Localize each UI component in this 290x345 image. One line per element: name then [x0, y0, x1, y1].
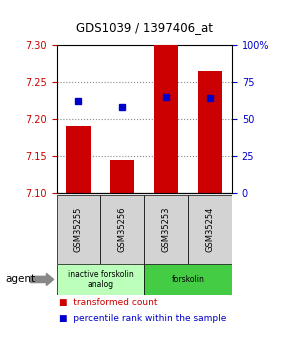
Text: forskolin: forskolin	[172, 275, 204, 284]
Text: inactive forskolin
analog: inactive forskolin analog	[68, 270, 133, 289]
Bar	[188, 195, 232, 264]
Bar	[144, 195, 188, 264]
Text: GSM35254: GSM35254	[206, 207, 215, 252]
Bar	[110, 160, 134, 193]
Text: ■  transformed count: ■ transformed count	[59, 298, 158, 307]
Text: GDS1039 / 1397406_at: GDS1039 / 1397406_at	[77, 21, 213, 34]
Bar	[154, 45, 178, 193]
Bar	[144, 264, 232, 295]
Bar	[57, 195, 100, 264]
Text: GSM35256: GSM35256	[118, 207, 127, 252]
Bar	[100, 195, 144, 264]
Text: agent: agent	[6, 275, 36, 284]
Bar	[57, 264, 144, 295]
Text: GSM35253: GSM35253	[162, 207, 171, 252]
Text: GSM35255: GSM35255	[74, 207, 83, 252]
Bar	[198, 71, 222, 193]
Text: ■  percentile rank within the sample: ■ percentile rank within the sample	[59, 314, 227, 323]
Bar	[66, 126, 90, 193]
